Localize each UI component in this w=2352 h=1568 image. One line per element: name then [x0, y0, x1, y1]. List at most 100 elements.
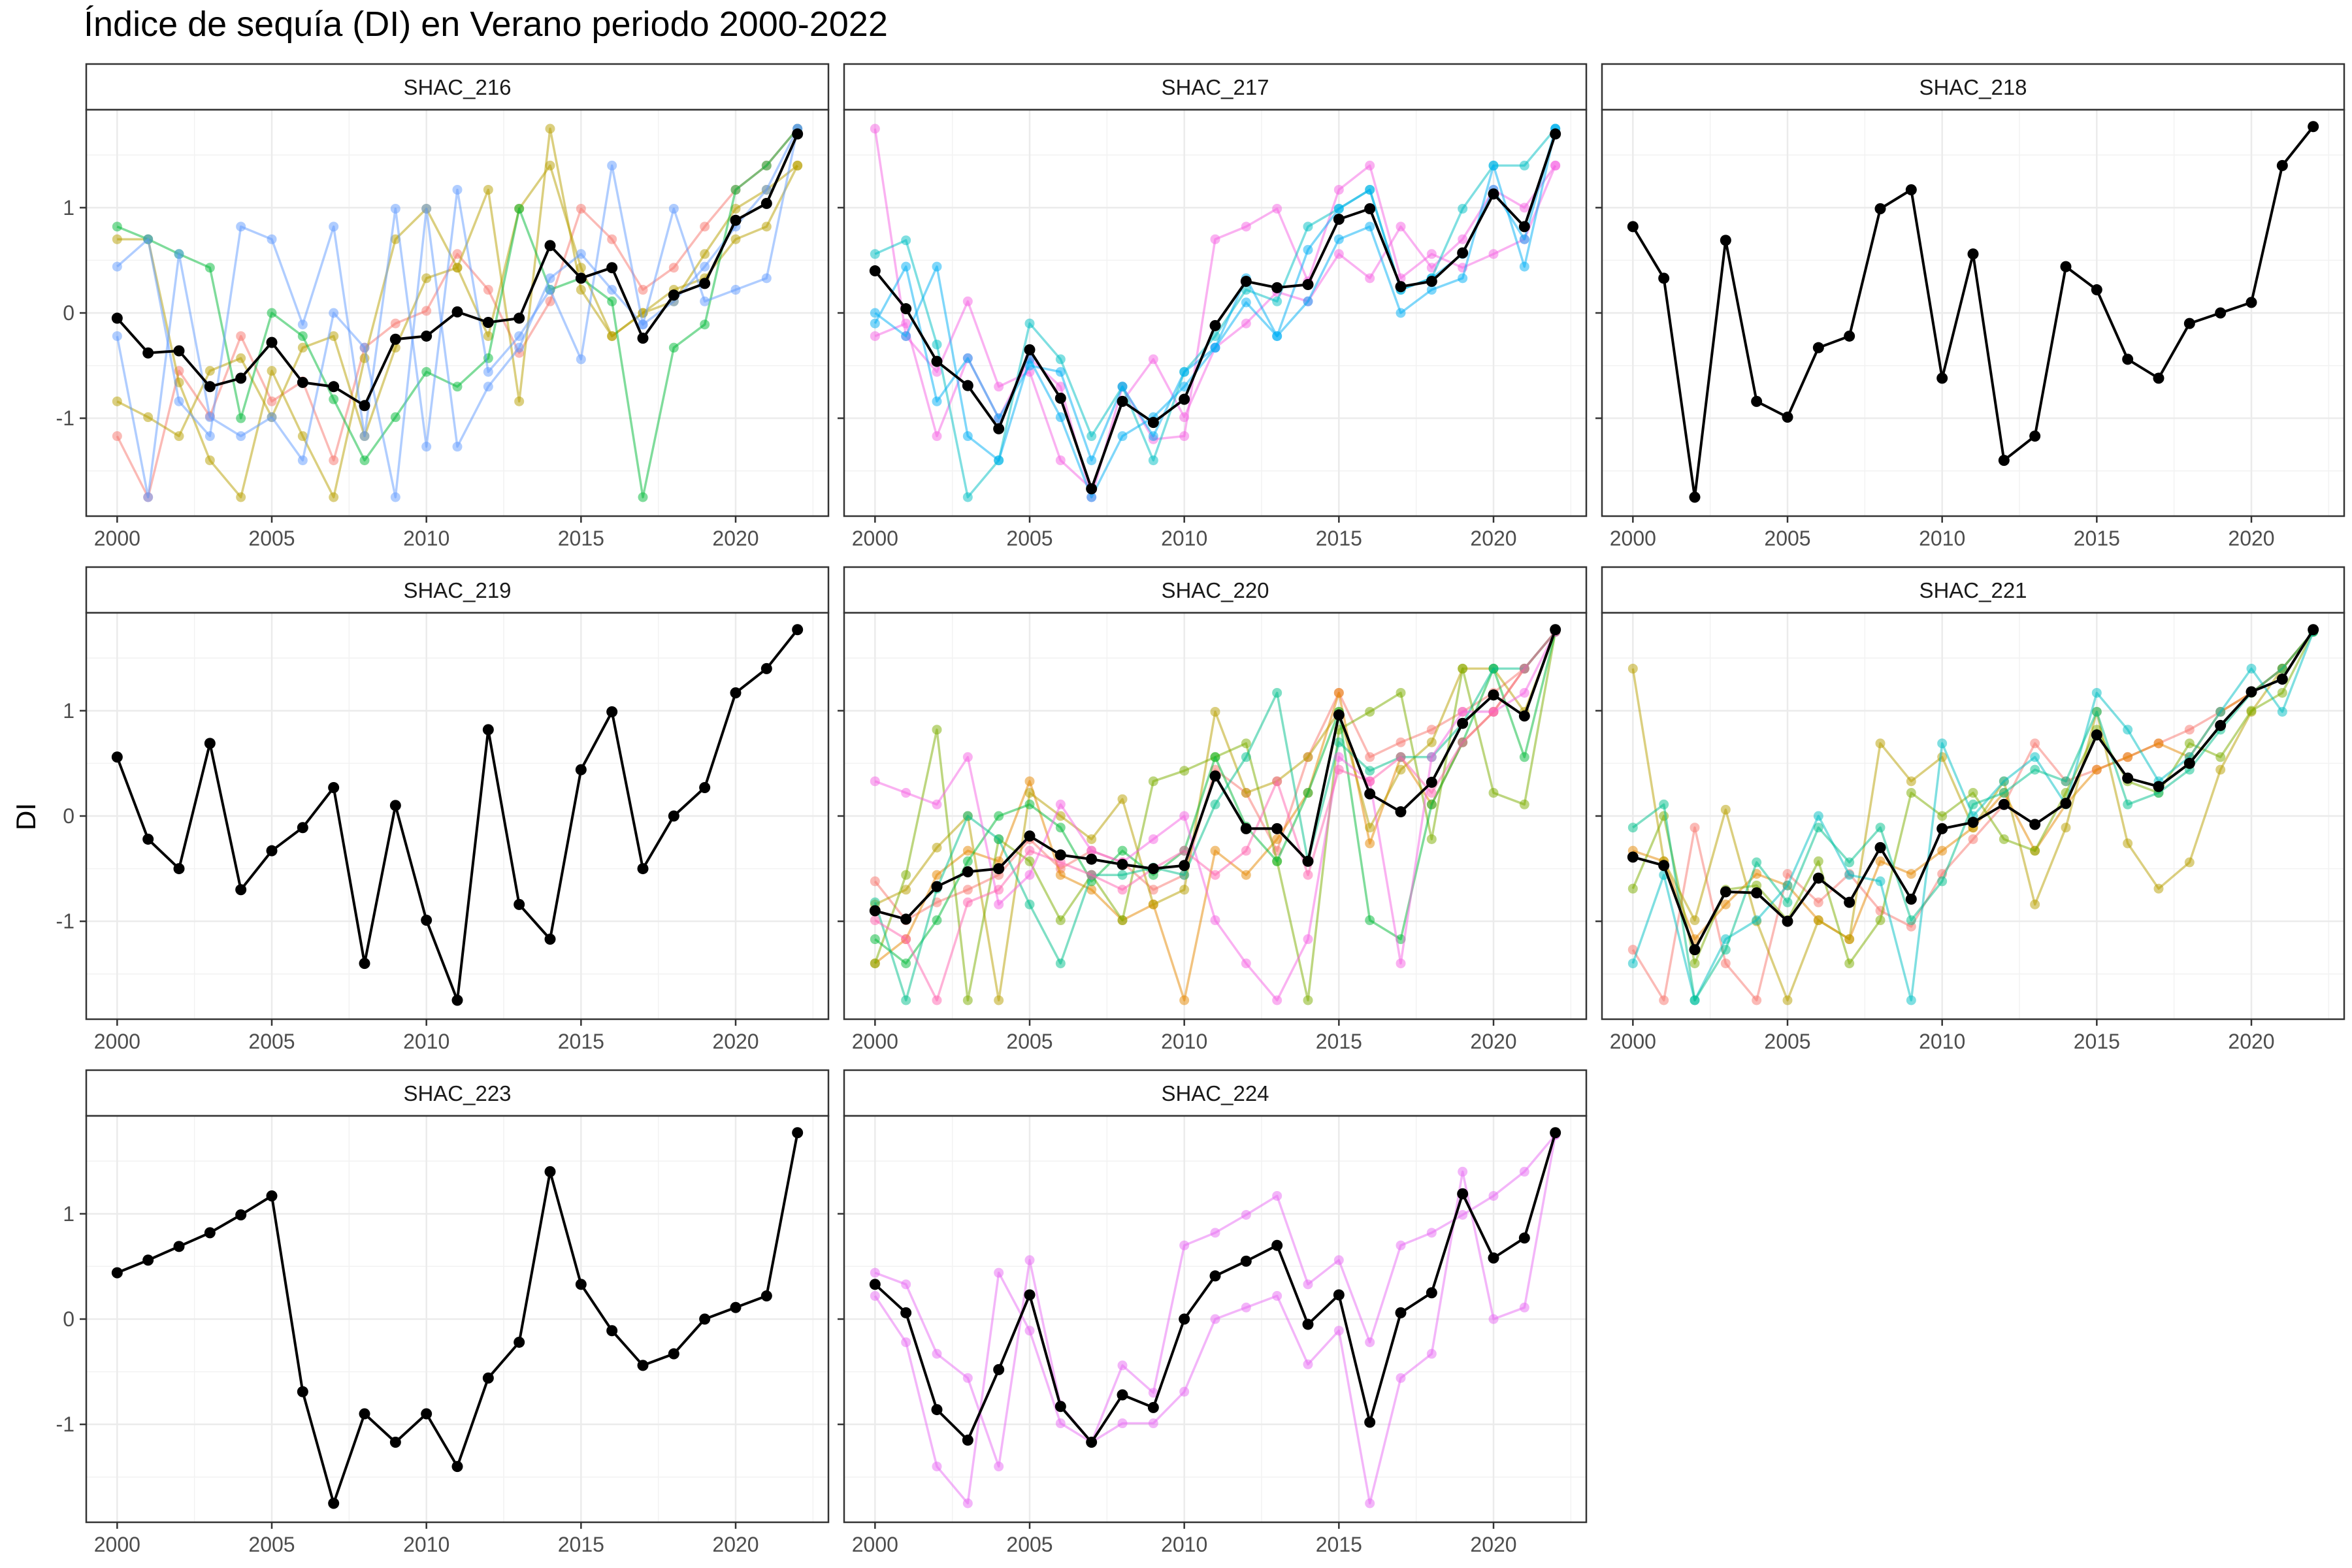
series-point — [390, 318, 400, 329]
mean-point — [1426, 776, 1437, 788]
series-point — [483, 382, 493, 392]
series-point — [1241, 870, 1251, 880]
series-point — [607, 160, 617, 171]
mean-point — [1751, 887, 1763, 899]
series-point — [1272, 687, 1282, 698]
series-point — [545, 123, 555, 134]
series-point — [962, 353, 973, 363]
mean-point — [328, 781, 340, 793]
strip-box — [843, 566, 1588, 614]
series-point — [236, 431, 246, 442]
y-tick-label: 0 — [63, 1307, 74, 1331]
series-point — [700, 261, 710, 272]
mean-point — [421, 1408, 433, 1420]
series-point — [452, 442, 463, 452]
mean-point — [1426, 1287, 1437, 1299]
series-point — [1937, 845, 1948, 856]
mean-point — [760, 1290, 772, 1302]
mean-point — [297, 822, 308, 834]
series-point — [329, 455, 339, 466]
series-point — [1844, 934, 1855, 945]
series-point — [1690, 915, 1700, 926]
mean-point — [544, 1166, 556, 1177]
series-point — [668, 263, 679, 273]
series-point — [1024, 776, 1035, 787]
mean-point — [1782, 915, 1793, 927]
series-point — [932, 799, 942, 809]
mean-point — [297, 376, 308, 388]
series-point — [1148, 354, 1158, 365]
series-point — [1117, 915, 1128, 926]
mean-point — [1054, 849, 1066, 861]
mean-point — [173, 1241, 185, 1252]
mean-point — [1658, 272, 1670, 284]
mean-point — [482, 1372, 494, 1384]
series-point — [2123, 752, 2133, 762]
series-point — [236, 413, 246, 423]
series-point — [1396, 737, 1406, 747]
mean-point — [2029, 431, 2041, 442]
mean-point — [1550, 1127, 1561, 1139]
series-point — [1875, 738, 1886, 749]
mean-point — [1364, 788, 1376, 800]
mean-point — [637, 333, 649, 344]
mean-point — [1488, 188, 1499, 200]
mean-point — [482, 317, 494, 329]
series-point — [730, 234, 741, 244]
series-point — [994, 455, 1004, 466]
series-point — [901, 1279, 911, 1290]
series-point — [962, 1498, 973, 1509]
mean-point — [869, 1279, 881, 1290]
series-point — [1024, 1255, 1035, 1266]
series-point — [1086, 885, 1097, 895]
x-tick-label: 2020 — [2228, 1030, 2274, 1053]
series-point — [1519, 261, 1529, 272]
mean-point — [575, 1279, 587, 1290]
series-point — [1488, 1190, 1499, 1201]
series-point — [390, 492, 400, 502]
x-tick-label: 2010 — [1161, 1533, 1207, 1556]
series-point — [1906, 915, 1916, 926]
series-point — [1241, 738, 1251, 749]
series-point — [2277, 663, 2287, 674]
mean-point — [1364, 1416, 1376, 1428]
series-point — [1365, 838, 1375, 849]
series-point — [870, 876, 880, 887]
series-point — [1426, 737, 1437, 747]
series-point — [514, 331, 525, 341]
mean-point — [2091, 729, 2102, 741]
mean-point — [544, 934, 556, 945]
mean-point — [1302, 278, 1314, 290]
series-point — [1210, 342, 1220, 353]
series-point — [870, 1291, 880, 1301]
series-point — [962, 431, 973, 442]
series-point — [1333, 752, 1344, 762]
series-point — [1117, 870, 1128, 880]
series-point — [1488, 706, 1499, 717]
series-point — [1117, 382, 1128, 392]
mean-point — [1147, 1401, 1159, 1413]
series-point — [1179, 811, 1190, 821]
series-point — [1086, 845, 1097, 856]
series-point — [870, 776, 880, 787]
series-point — [870, 308, 880, 318]
series-point — [1720, 899, 1731, 909]
series-point — [1303, 934, 1313, 945]
series-point — [901, 885, 911, 895]
series-point — [994, 1462, 1004, 1472]
series-point — [1752, 915, 1762, 926]
mean-point — [2091, 284, 2102, 296]
series-point — [390, 203, 400, 214]
series-point — [514, 342, 525, 353]
series-point — [1086, 492, 1097, 502]
series-point — [870, 123, 880, 134]
x-tick-label: 2010 — [1919, 1030, 1965, 1053]
mean-point — [931, 355, 943, 367]
series-point — [1117, 431, 1128, 442]
strip-box — [85, 566, 830, 614]
series-point — [421, 306, 432, 316]
series-point — [1906, 869, 1916, 879]
mean-point — [451, 994, 463, 1006]
series-point — [2184, 738, 2195, 749]
